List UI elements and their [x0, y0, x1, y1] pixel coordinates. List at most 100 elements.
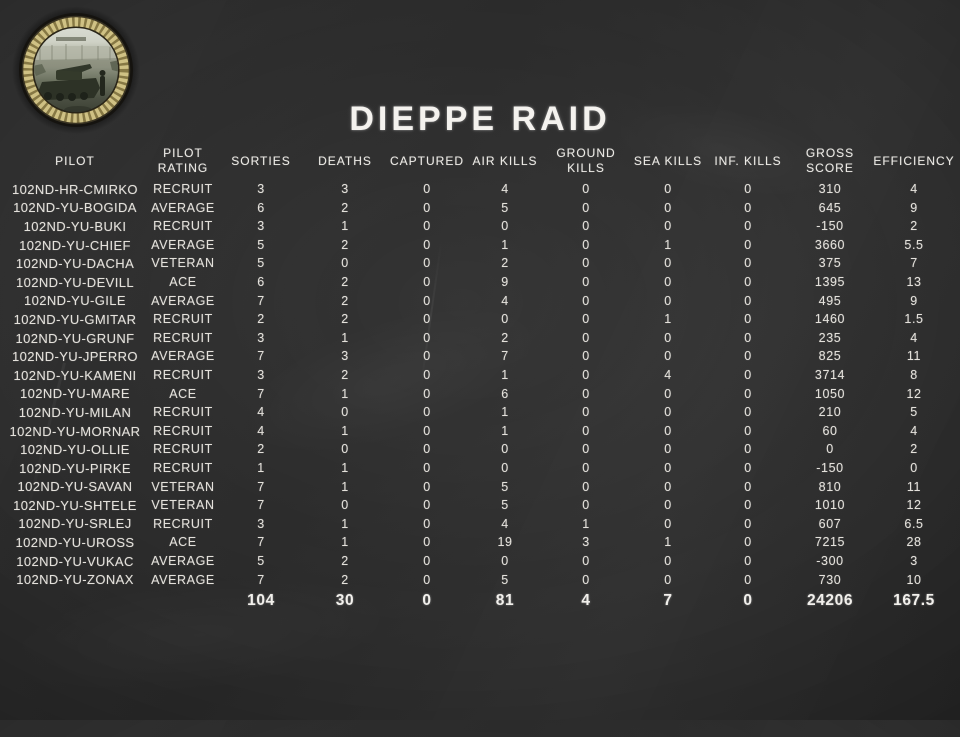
sorties-value: 1 — [257, 460, 265, 475]
gross-score-value: 60 — [822, 423, 838, 438]
ground-kills-value: 0 — [582, 237, 590, 252]
captured-value: 0 — [423, 572, 431, 587]
pilot-rating: RECRUIT — [153, 405, 213, 420]
air-kills-value: 1 — [501, 237, 509, 252]
deaths-value: 2 — [341, 312, 349, 327]
table-row: 102ND-YU-OLLIE RECRUIT 2 0 0 0 0 0 0 0 2 — [0, 440, 960, 459]
air-kills-value: 4 — [501, 293, 509, 308]
pilot-name: 102ND-YU-CHIEF — [19, 237, 131, 253]
ground-kills-value: 0 — [582, 312, 590, 327]
sea-kills-value: 0 — [664, 423, 672, 438]
gross-score-value: 3714 — [814, 367, 846, 382]
air-kills-value: 1 — [501, 367, 509, 382]
inf-kills-value: 0 — [744, 330, 752, 345]
pilot-name: 102ND-YU-VUKAC — [16, 553, 134, 569]
captured-value: 0 — [423, 553, 431, 568]
inf-kills-value: 0 — [744, 256, 752, 271]
table-header: PILOT PILOT RATING SORTIES DEATHS CAPTURED AI… — [0, 144, 960, 180]
inf-kills-value: 0 — [744, 293, 752, 308]
inf-kills-value: 0 — [744, 498, 752, 513]
pilot-rating: ACE — [169, 535, 197, 550]
captured-value: 0 — [423, 405, 431, 420]
ground-kills-value: 0 — [582, 405, 590, 420]
header-row: PILOT PILOT RATING SORTIES DEATHS CAPTURED AI… — [0, 144, 960, 180]
sea-kills-value: 0 — [664, 498, 672, 513]
sorties-value: 3 — [257, 182, 265, 197]
sorties-value: 7 — [257, 535, 265, 550]
air-kills-value: 1 — [501, 423, 509, 438]
pilot-name: 102ND-YU-DEVILL — [16, 274, 134, 290]
sorties-value: 2 — [257, 312, 265, 327]
total-ground-kills-value: 4 — [581, 592, 591, 610]
table-row: 102ND-YU-GILE AVERAGE 7 2 0 4 0 0 0 495 9 — [0, 292, 960, 311]
deaths-value: 0 — [341, 256, 349, 271]
totals-empty-cell — [0, 589, 150, 613]
pilot-rating: VETERAN — [151, 256, 215, 271]
pilot-name: 102ND-YU-GILE — [23, 293, 126, 309]
captured-value: 0 — [423, 200, 431, 215]
air-kills-value: 2 — [501, 256, 509, 271]
inf-kills-value: 0 — [744, 349, 752, 364]
inf-kills-value: 0 — [744, 312, 752, 327]
sorties-value: 5 — [257, 256, 265, 271]
total-inf-kills-value: 0 — [743, 592, 753, 610]
inf-kills-value: 0 — [744, 442, 752, 457]
ground-kills-value: 0 — [582, 182, 590, 197]
sorties-value: 7 — [257, 572, 265, 587]
table-row: 102ND-YU-SHTELE VETERAN 7 0 0 5 0 0 0 1010 12 — [0, 496, 960, 515]
total-efficiency-value: 167.5 — [893, 592, 935, 610]
gross-score-value: 607 — [818, 516, 842, 531]
pilot-name: 102ND-YU-SAVAN — [17, 479, 133, 495]
inf-kills-value: 0 — [744, 460, 752, 475]
pilot-name: 102ND-YU-DACHA — [15, 256, 135, 272]
gross-score-value: 0 — [826, 442, 834, 457]
pilot-rating: RECRUIT — [153, 442, 213, 457]
column-header: GROSS SCORE — [805, 146, 855, 175]
efficiency-value: 5.5 — [904, 237, 924, 252]
captured-value: 0 — [423, 479, 431, 494]
deaths-value: 2 — [341, 572, 349, 587]
ground-kills-value: 0 — [582, 293, 590, 308]
gross-score-value: 1395 — [814, 275, 846, 290]
sorties-value: 3 — [257, 219, 265, 234]
pilot-name: 102ND-HR-CMIRKO — [12, 181, 138, 197]
table-row: 102ND-YU-ZONAX AVERAGE 7 2 0 5 0 0 0 730 10 — [0, 570, 960, 589]
deaths-value: 1 — [341, 516, 349, 531]
sorties-value: 4 — [257, 405, 265, 420]
deaths-value: 3 — [341, 349, 349, 364]
air-kills-value: 4 — [501, 182, 509, 197]
air-kills-value: 5 — [501, 479, 509, 494]
efficiency-value: 28 — [906, 535, 922, 550]
efficiency-value: 5 — [910, 405, 918, 420]
air-kills-value: 5 — [501, 572, 509, 587]
efficiency-value: 7 — [910, 256, 918, 271]
air-kills-value: 5 — [501, 498, 509, 513]
deaths-value: 0 — [341, 442, 349, 457]
deaths-value: 2 — [341, 367, 349, 382]
pilot-stats-table: PILOT PILOT RATING SORTIES DEATHS CAPTURED AI… — [0, 144, 960, 613]
table-row: 102ND-YU-VUKAC AVERAGE 5 2 0 0 0 0 0 -300 3 — [0, 552, 960, 571]
sea-kills-value: 0 — [664, 572, 672, 587]
pilot-rating: RECRUIT — [153, 367, 213, 382]
column-header: PILOT RATING — [157, 146, 209, 175]
efficiency-value: 12 — [906, 498, 922, 513]
deaths-value: 1 — [341, 330, 349, 345]
air-kills-value: 0 — [501, 312, 509, 327]
captured-value: 0 — [423, 312, 431, 327]
pilot-rating: VETERAN — [151, 498, 215, 513]
captured-value: 0 — [423, 219, 431, 234]
pilot-rating: RECRUIT — [153, 423, 213, 438]
column-header: PILOT — [55, 153, 95, 168]
air-kills-value: 0 — [501, 219, 509, 234]
table-body: 102ND-HR-CMIRKO RECRUIT 3 3 0 4 0 0 0 3 1 0 4 102ND-Y… — [0, 180, 960, 613]
table-row: 102ND-YU-BOGIDA AVERAGE 6 2 0 5 0 0 0 645 9 — [0, 199, 960, 218]
ground-kills-value: 3 — [582, 535, 590, 550]
sea-kills-value: 0 — [664, 182, 672, 197]
column-header: GROUND KILLS — [556, 146, 616, 175]
gross-score-value: -300 — [816, 553, 844, 568]
inf-kills-value: 0 — [744, 367, 752, 382]
gross-score-value: 730 — [818, 572, 842, 587]
inf-kills-value: 0 — [744, 423, 752, 438]
column-header: EFFICIENCY — [873, 153, 955, 168]
air-kills-value: 19 — [497, 535, 513, 550]
